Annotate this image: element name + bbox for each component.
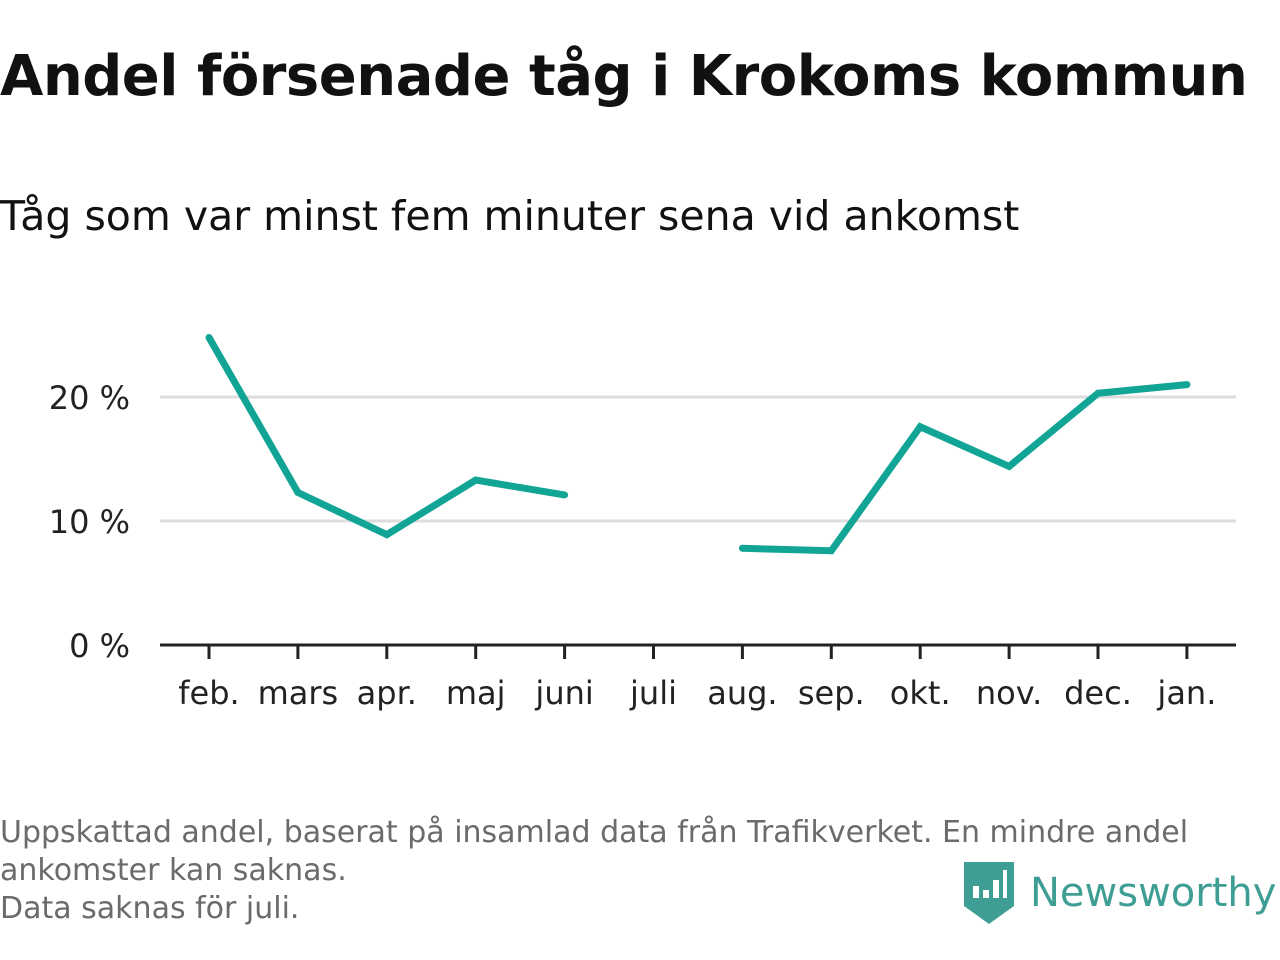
line-chart: 0 % 10 % 20 % feb. mars apr. maj juni juli aug. se… [49, 333, 1236, 712]
data-point [472, 476, 480, 484]
data-point [561, 491, 569, 499]
chart-footer: Uppskattad andel, baserat på insamlad da… [0, 814, 1188, 928]
series-line-segment [742, 381, 1188, 555]
footer-note-line-2: ankomster kan saknas. [0, 853, 347, 888]
x-tick-label: dec. [1064, 674, 1132, 712]
footer-note-line-1: Uppskattad andel, baserat på insamlad da… [0, 815, 1189, 850]
data-point [738, 544, 746, 552]
chart-title: Andel försenade tåg i Krokoms kommun [0, 44, 1248, 109]
series-line-segment [205, 335, 566, 539]
x-tick-label: apr. [357, 674, 417, 712]
data-point [383, 531, 391, 539]
x-tick-label: feb. [178, 674, 239, 712]
data-point [1183, 381, 1191, 389]
data-point [916, 423, 924, 431]
brand-logo: Newsworthy [964, 862, 1276, 924]
x-tick-label: nov. [976, 674, 1042, 712]
x-tick-label: aug. [707, 674, 777, 712]
y-tick-label: 20 % [49, 379, 130, 417]
y-tick-label: 0 % [69, 627, 130, 665]
newsworthy-logo-icon [964, 862, 1014, 924]
data-point [1094, 389, 1102, 397]
chart-subtitle: Tåg som var minst fem minuter sena vid a… [0, 192, 1020, 240]
footer-note-line-3: Data saknas för juli. [0, 891, 300, 926]
x-tick-label: juli [629, 674, 677, 712]
data-point [1005, 462, 1013, 470]
brand-name: Newsworthy [1030, 870, 1277, 916]
data-point [205, 333, 213, 341]
data-point [827, 547, 835, 555]
data-point [294, 488, 302, 496]
x-tick-label: maj [446, 674, 506, 712]
x-tick-label: sep. [798, 674, 865, 712]
x-tick-label: jan. [1156, 674, 1216, 712]
x-tick-label: juni [534, 674, 593, 712]
x-tick-label: okt. [890, 674, 951, 712]
x-tick-label: mars [258, 674, 339, 712]
y-tick-label: 10 % [49, 503, 130, 541]
